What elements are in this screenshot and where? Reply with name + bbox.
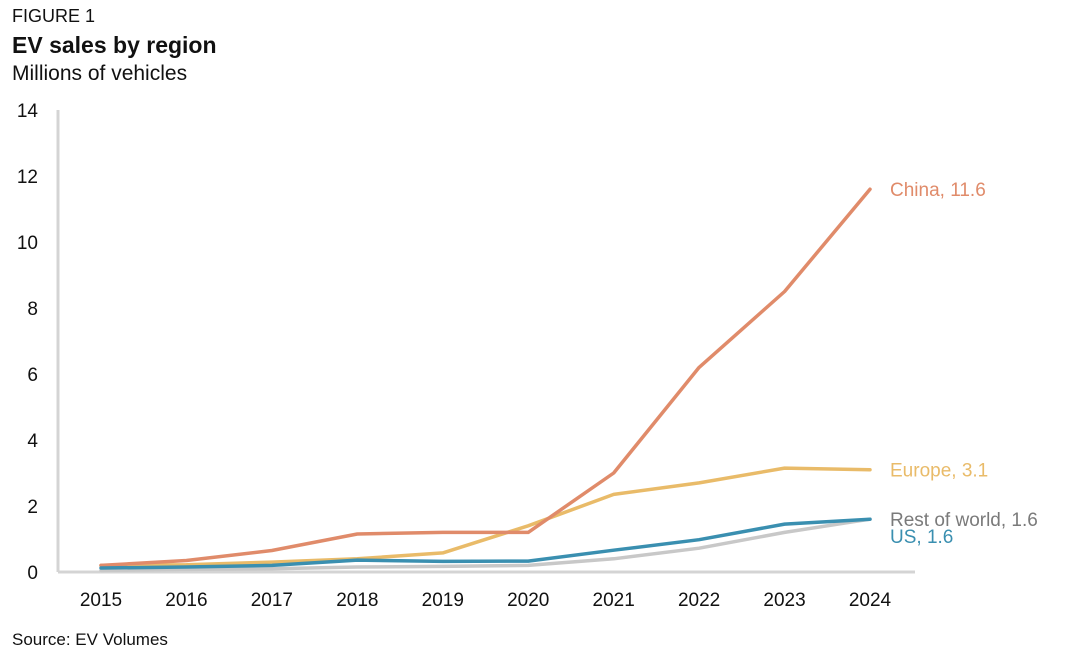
x-tick-label: 2020 [507, 590, 549, 611]
chart-title: EV sales by region [12, 32, 217, 58]
series-line-china [99, 187, 872, 568]
y-axis-ticks: 0 2 4 6 8 10 12 14 [17, 101, 39, 584]
y-tick-label: 2 [27, 497, 38, 518]
series-lines [99, 187, 872, 573]
series-label-us: US, 1.6 [890, 527, 953, 548]
figure-label: FIGURE 1 [12, 6, 96, 26]
x-tick-label: 2022 [678, 590, 720, 611]
axes [56, 110, 915, 574]
line-chart: 0 2 4 6 8 10 12 14 2015 2016 2017 2018 2019 2020 2021… [17, 101, 1038, 611]
y-tick-label: 10 [17, 233, 38, 254]
y-tick-label: 4 [27, 431, 38, 452]
x-tick-label: 2017 [251, 590, 293, 611]
y-tick-label: 0 [27, 563, 38, 584]
x-tick-label: 2024 [849, 590, 892, 611]
series-line-us [99, 517, 872, 570]
x-tick-label: 2023 [763, 590, 805, 611]
y-tick-label: 14 [17, 101, 39, 122]
x-tick-label: 2021 [593, 590, 635, 611]
series-label-europe: Europe, 3.1 [890, 461, 988, 482]
series-line-europe [99, 466, 872, 568]
chart-subtitle: Millions of vehicles [12, 62, 188, 85]
x-tick-label: 2018 [336, 590, 378, 611]
x-tick-label: 2016 [165, 590, 207, 611]
series-line-rest-of-world [99, 517, 872, 573]
y-tick-label: 6 [27, 365, 38, 386]
source-note: Source: EV Volumes [12, 630, 168, 649]
y-tick-label: 8 [27, 299, 38, 320]
x-tick-label: 2015 [80, 590, 122, 611]
x-tick-label: 2019 [422, 590, 464, 611]
y-tick-label: 12 [17, 167, 38, 188]
x-axis-ticks: 2015 2016 2017 2018 2019 2020 2021 2022 2023 2024 [80, 590, 892, 611]
series-labels: China, 11.6 Europe, 3.1 Rest of world, 1.6… [890, 180, 1038, 548]
series-label-rest-of-world: Rest of world, 1.6 [890, 510, 1038, 531]
series-label-china: China, 11.6 [890, 180, 986, 201]
